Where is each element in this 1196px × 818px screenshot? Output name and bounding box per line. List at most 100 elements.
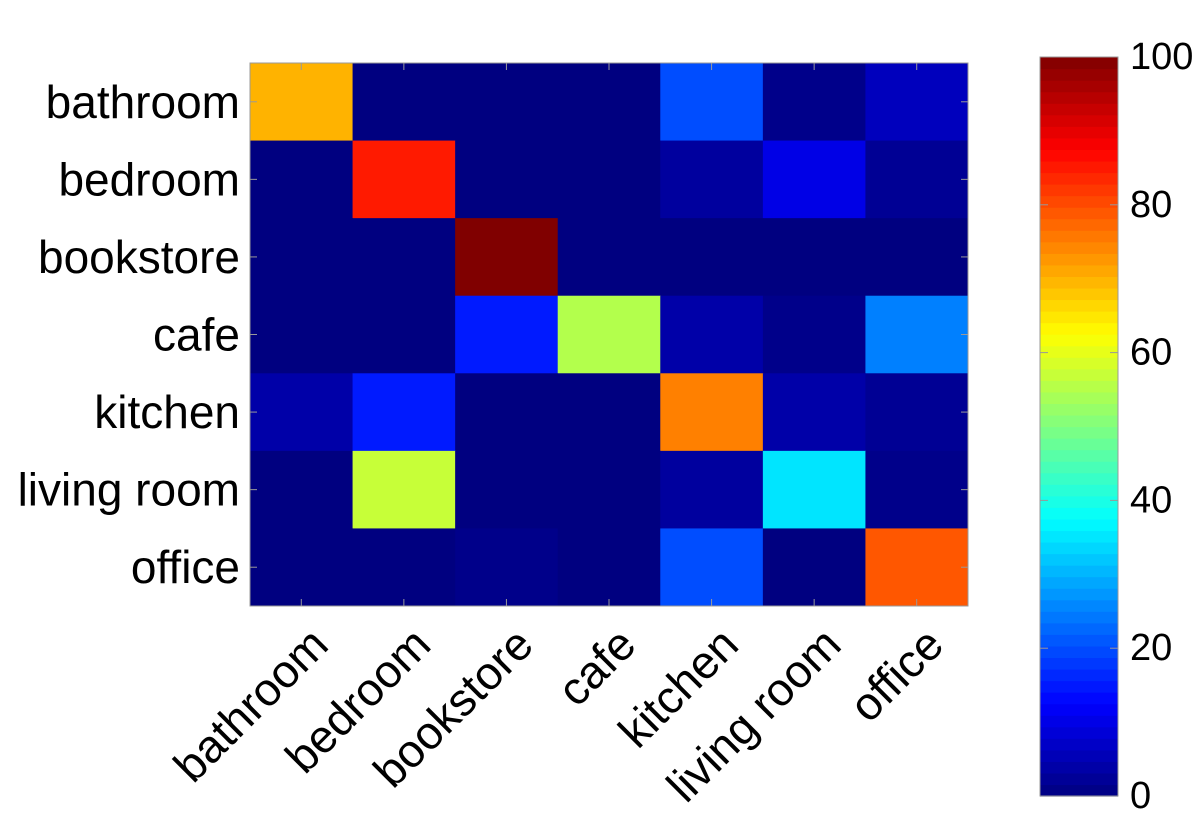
heatmap-cell-living-room-kitchen: living room / kitchen: 3 bbox=[660, 450, 764, 529]
y-tick-label-bathroom: bathroom bbox=[46, 76, 240, 128]
heatmap-cell-living-room-bedroom: living room / bedroom: 57 bbox=[352, 450, 456, 529]
colorbar-segment bbox=[1040, 380, 1118, 393]
colorbar-segment bbox=[1040, 149, 1118, 162]
heatmap-cell-kitchen-bookstore: kitchen / bookstore: 0 bbox=[455, 373, 559, 452]
y-tick-label-cafe: cafe bbox=[153, 309, 240, 361]
heatmap-cell-bookstore-living-room: bookstore / living room: 0 bbox=[762, 218, 866, 297]
heatmap-cell-bathroom-cafe: bathroom / cafe: 0 bbox=[557, 63, 661, 142]
heatmap-cell-bedroom-bedroom: bedroom / bedroom: 85 bbox=[352, 140, 456, 219]
colorbar-frame bbox=[1039, 56, 1119, 797]
x-tick-label-office: office bbox=[839, 618, 953, 732]
heatmap-cell-bathroom-kitchen: bathroom / kitchen: 20 bbox=[660, 63, 764, 142]
colorbar-segment bbox=[1040, 414, 1118, 428]
heatmap-cell-office-bedroom: office / bedroom: 0 bbox=[352, 528, 456, 607]
colorbar-segment bbox=[1040, 438, 1118, 451]
colorbar-ticks: 0 20 40 60 80 100 bbox=[1040, 36, 1193, 817]
colorbar-segment bbox=[1040, 749, 1118, 762]
colorbar-segment bbox=[1040, 692, 1118, 705]
colorbar-segment bbox=[1040, 472, 1118, 485]
colorbar-segment bbox=[1040, 657, 1118, 670]
heatmap-cell-kitchen-living-room: kitchen / living room: 4 bbox=[762, 373, 866, 452]
colorbar-segment bbox=[1040, 715, 1118, 728]
colorbar-segment bbox=[1040, 495, 1118, 508]
heatmap-cell-kitchen-bathroom: kitchen / bathroom: 4 bbox=[250, 373, 354, 452]
colorbar-segment bbox=[1040, 334, 1118, 347]
y-axis-ticks: bathroom bedroom bookstore cafe kitchen livin… bbox=[18, 76, 968, 593]
colorbar-segment bbox=[1040, 461, 1118, 474]
colorbar-segment bbox=[1040, 703, 1118, 716]
heatmap-cell-bathroom-bookstore: bathroom / bookstore: 0 bbox=[455, 63, 559, 142]
heatmap-cell-living-room-office: living room / office: 1 bbox=[865, 450, 969, 529]
heatmap-cell-living-room-bookstore: living room / bookstore: 0 bbox=[455, 450, 559, 529]
colorbar-segment bbox=[1040, 611, 1118, 624]
heatmap-cell-bedroom-living-room: bedroom / living room: 10 bbox=[762, 140, 866, 219]
y-tick-label-living-room: living room bbox=[18, 464, 240, 516]
colorbar-segment bbox=[1040, 311, 1118, 324]
heatmap-cell-living-room-living-room: living room / living room: 35 bbox=[762, 450, 866, 529]
heatmap-cell-bedroom-bathroom: bedroom / bathroom: 0 bbox=[250, 140, 354, 219]
colorbar-tick-label-100: 100 bbox=[1130, 36, 1193, 78]
heatmap-cell-bookstore-bookstore: bookstore / bookstore: 100 bbox=[455, 218, 559, 297]
colorbar-segment bbox=[1040, 403, 1118, 416]
colorbar-segment bbox=[1040, 264, 1118, 277]
heatmap-cell-cafe-living-room: cafe / living room: 1 bbox=[762, 295, 866, 374]
heatmap-cell-cafe-cafe: cafe / cafe: 55 bbox=[557, 295, 661, 374]
colorbar-segment bbox=[1040, 599, 1118, 612]
colorbar-segment bbox=[1040, 103, 1118, 116]
y-tick-label-bedroom: bedroom bbox=[58, 153, 240, 205]
colorbar-segment bbox=[1040, 761, 1118, 774]
colorbar-segment bbox=[1040, 160, 1118, 174]
colorbar-segment bbox=[1040, 784, 1118, 797]
colorbar bbox=[1039, 56, 1119, 797]
heatmap-cell-bedroom-kitchen: bedroom / kitchen: 3 bbox=[660, 140, 764, 219]
colorbar-segment bbox=[1040, 241, 1118, 254]
colorbar-tick-label-20: 20 bbox=[1130, 627, 1172, 669]
colorbar-segment bbox=[1040, 345, 1118, 358]
colorbar-segment bbox=[1040, 726, 1118, 739]
heatmap-cell-cafe-bookstore: cafe / bookstore: 15 bbox=[455, 295, 559, 374]
colorbar-segment bbox=[1040, 565, 1118, 578]
colorbar-segment bbox=[1040, 391, 1118, 405]
colorbar-segment bbox=[1040, 126, 1118, 139]
heatmap-cell-cafe-bathroom: cafe / bathroom: 0 bbox=[250, 295, 354, 374]
colorbar-segment bbox=[1040, 276, 1118, 289]
colorbar-segment bbox=[1040, 507, 1118, 520]
heatmap-cell-bookstore-bedroom: bookstore / bedroom: 0 bbox=[352, 218, 456, 297]
colorbar-segment bbox=[1040, 218, 1118, 231]
colorbar-segment bbox=[1040, 137, 1118, 150]
colorbar-segment bbox=[1040, 484, 1118, 497]
heatmap-cell-cafe-bedroom: cafe / bedroom: 0 bbox=[352, 295, 456, 374]
colorbar-segment bbox=[1040, 738, 1118, 751]
colorbar-segment bbox=[1040, 518, 1118, 532]
colorbar-segment bbox=[1040, 172, 1118, 185]
heatmap-cell-bookstore-bathroom: bookstore / bathroom: 0 bbox=[250, 218, 354, 297]
colorbar-segment bbox=[1040, 553, 1118, 566]
y-tick-label-bookstore: bookstore bbox=[38, 231, 240, 283]
colorbar-segment bbox=[1040, 541, 1118, 555]
heatmap-cell-kitchen-kitchen: kitchen / kitchen: 75 bbox=[660, 373, 764, 452]
colorbar-segment bbox=[1040, 184, 1118, 197]
heatmap-cell-bathroom-bedroom: bathroom / bedroom: 0 bbox=[352, 63, 456, 142]
heatmap-cell-office-cafe: office / cafe: 0 bbox=[557, 528, 661, 607]
colorbar-segment bbox=[1040, 668, 1118, 682]
colorbar-segment bbox=[1040, 680, 1118, 693]
heatmap-cell-kitchen-bedroom: kitchen / bedroom: 15 bbox=[352, 373, 456, 452]
colorbar-segment bbox=[1040, 645, 1118, 659]
colorbar-segment bbox=[1040, 91, 1118, 104]
colorbar-tick-label-40: 40 bbox=[1130, 479, 1172, 521]
y-tick-label-office: office bbox=[131, 541, 240, 593]
colorbar-segment bbox=[1040, 195, 1118, 208]
heatmap-cell-office-office: office / office: 79 bbox=[865, 528, 969, 607]
heatmap-cell-living-room-cafe: living room / cafe: 0 bbox=[557, 450, 661, 529]
heatmap-cell-kitchen-cafe: kitchen / cafe: 0 bbox=[557, 373, 661, 452]
colorbar-segment bbox=[1040, 357, 1118, 370]
heatmap-cell-bookstore-kitchen: bookstore / kitchen: 0 bbox=[660, 218, 764, 297]
heatmap-cell-office-living-room: office / living room: 0 bbox=[762, 528, 866, 607]
colorbar-tick-label-80: 80 bbox=[1130, 184, 1172, 226]
y-tick-label-kitchen: kitchen bbox=[94, 386, 240, 438]
colorbar-segment bbox=[1040, 576, 1118, 589]
heatmap-cell-bedroom-cafe: bedroom / cafe: 0 bbox=[557, 140, 661, 219]
heatmap-cell-cafe-kitchen: cafe / kitchen: 4 bbox=[660, 295, 764, 374]
colorbar-segment bbox=[1040, 622, 1118, 635]
